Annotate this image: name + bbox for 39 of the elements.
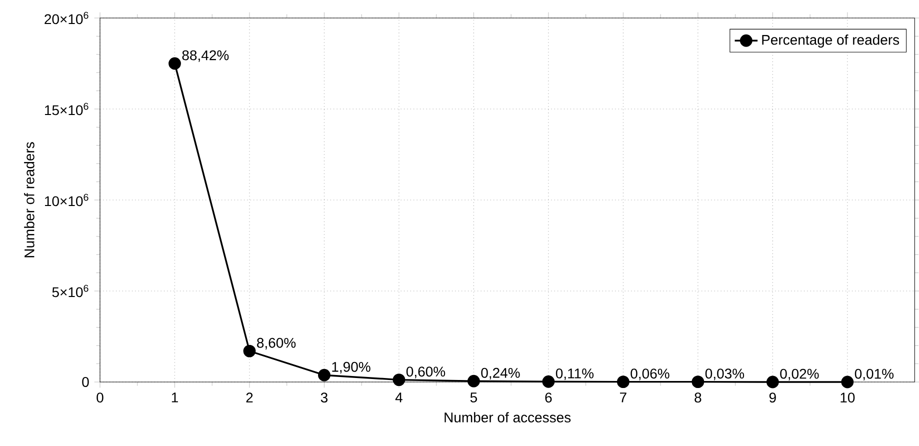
- x-tick-label: 6: [545, 392, 552, 403]
- point: [841, 376, 854, 388]
- point: [692, 376, 704, 388]
- annotation: 0,06%: [630, 368, 670, 380]
- annotation: 0,11%: [556, 368, 594, 380]
- x-tick-label: 8: [694, 392, 702, 403]
- legend-label: Percentage of readers: [762, 34, 900, 48]
- annotation: 8,60%: [257, 338, 296, 350]
- x-tick-label: 3: [320, 392, 328, 403]
- y-tick-label: 10×10$^{6}$: [45, 194, 88, 206]
- x-axis-title: Number of accesses: [444, 412, 571, 422]
- y-tick-label: 0: [82, 377, 89, 387]
- annotation: 0,24%: [481, 368, 520, 380]
- point: [168, 57, 181, 70]
- annotation: 0,02%: [780, 368, 819, 380]
- x-tick-label: 9: [769, 392, 776, 403]
- point: [318, 368, 330, 382]
- point: [616, 376, 630, 388]
- annotation: 0,60%: [406, 366, 446, 378]
- annotation: 0,01%: [854, 368, 894, 380]
- point: [392, 374, 406, 386]
- point: [468, 374, 480, 388]
- point: [243, 344, 256, 358]
- x-tick-label: 2: [246, 392, 253, 402]
- x-tick-label: 1: [172, 392, 178, 402]
- annotation: 88,42%: [182, 50, 229, 62]
- y-tick-label: 5×10$^{6}$: [52, 284, 88, 298]
- annotation: 1,90%: [332, 362, 370, 374]
- point: [766, 376, 779, 388]
- y-axis-title: Number of readers: [24, 142, 34, 258]
- point: [542, 375, 555, 388]
- y-tick-label: 15×10$^{6}$: [45, 102, 88, 116]
- x-tick-label: 7: [620, 392, 626, 402]
- annotation: 0,03%: [705, 368, 744, 380]
- x-tick-label: 10: [840, 392, 855, 403]
- y-tick-label: 20×10$^{6}$: [44, 12, 88, 24]
- x-tick-label: 5: [470, 392, 478, 402]
- x-tick-label: 0: [96, 392, 104, 403]
- x-tick-label: 4: [395, 392, 402, 402]
